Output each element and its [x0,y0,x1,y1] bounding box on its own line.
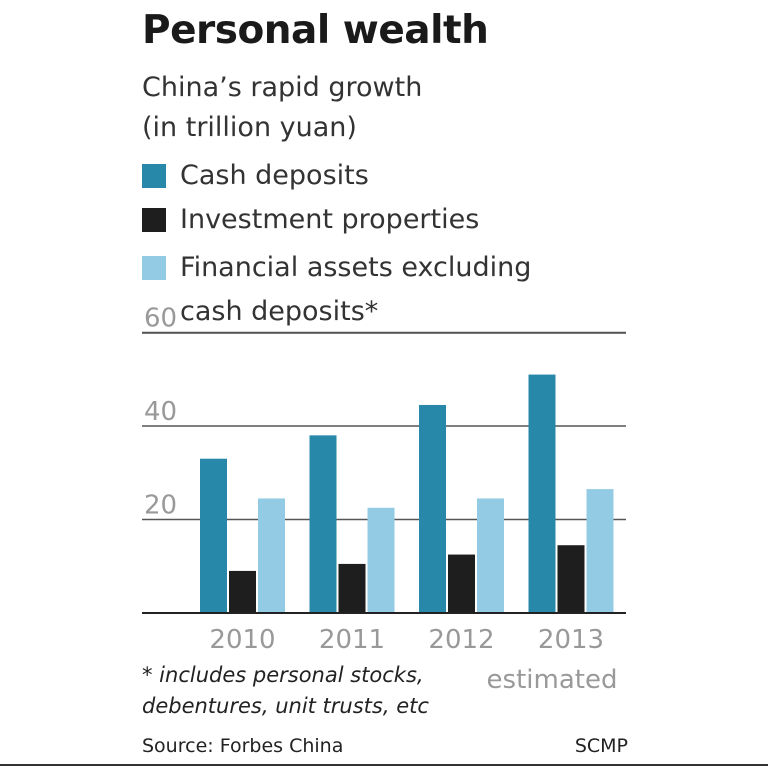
bar-financial-assets-2012 [477,498,504,613]
footnote-line-2: debentures, unit trusts, etc [142,694,429,718]
legend-item-investment-properties: Investment properties [142,198,620,242]
y-tick-label-60: 60 [144,304,177,334]
legend-item-cash-deposits: Cash deposits [142,154,620,198]
y-tick-label-20: 20 [144,491,177,521]
bar-financial-assets-2013 [586,489,614,613]
chart-title: Personal wealth [142,8,489,53]
legend-swatch-financial-assets [142,256,166,280]
bar-investment-properties-2013 [557,545,585,613]
x-tick-label-2013: 2013 [538,625,604,655]
bar-investment-properties-2012 [448,554,475,613]
footnote-line-1: * includes personal stocks, [142,663,424,687]
x-tick-label-2010: 2010 [209,625,275,655]
legend-swatch-investment-properties [142,208,166,232]
bar-financial-assets-2011 [367,507,395,613]
legend-label-financial-assets-line-1: Financial assets excluding [180,252,532,283]
y-tick-label-40: 40 [144,397,177,427]
legend-label-financial-assets: Financial assets excluding cash deposits… [180,246,620,334]
publisher-credit: SCMP [574,735,628,757]
bar-cash-deposits-2011 [309,435,337,613]
bar-investment-properties-2010 [229,570,256,613]
legend-swatch-cash-deposits [142,164,166,188]
bar-financial-assets-2010 [258,498,285,613]
footnote: * includes personal stocks, debentures, … [142,660,452,722]
bar-investment-properties-2011 [338,563,366,613]
bar-cash-deposits-2012 [419,404,446,613]
legend-label-financial-assets-line-2: cash deposits* [180,296,379,327]
bar-cash-deposits-2010 [200,458,227,613]
chart-subtitle-line-1: China’s rapid growth [142,72,423,103]
bottom-rule [0,764,768,766]
legend-item-financial-assets: Financial assets excluding cash deposits… [142,246,620,334]
bar-cash-deposits-2013 [528,374,556,613]
x-tick-label-2011: 2011 [319,625,385,655]
x-tick-note-2013: estimated [487,665,618,695]
chart-subtitle-line-2: (in trillion yuan) [142,112,357,143]
legend-label-investment-properties: Investment properties [180,204,480,235]
legend-label-cash-deposits: Cash deposits [180,160,369,191]
x-tick-label-2012: 2012 [428,625,494,655]
source-credit: Source: Forbes China [142,735,344,757]
